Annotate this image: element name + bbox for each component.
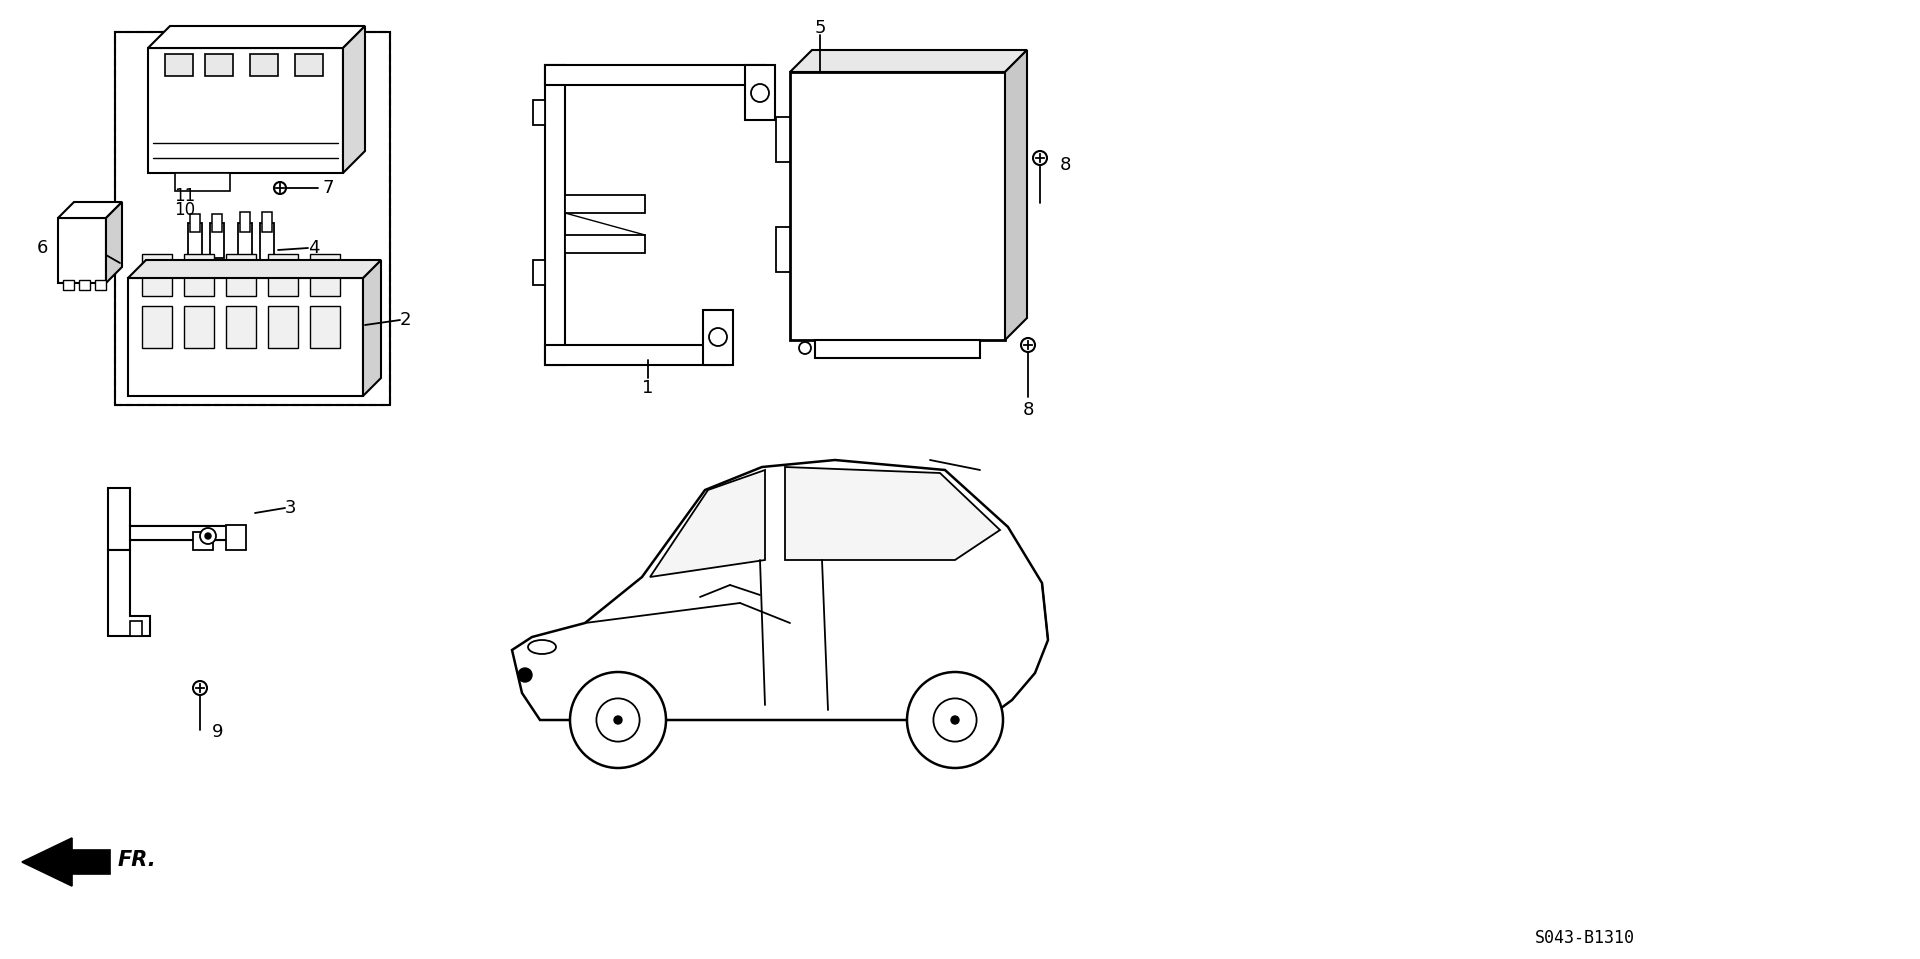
Bar [142, 254, 173, 296]
Circle shape [570, 672, 666, 768]
Text: 7: 7 [323, 179, 334, 197]
Polygon shape [344, 26, 365, 173]
Circle shape [597, 698, 639, 741]
Circle shape [200, 528, 215, 544]
Polygon shape [703, 310, 733, 365]
Polygon shape [745, 65, 776, 120]
Polygon shape [106, 202, 123, 283]
Text: 8: 8 [1060, 156, 1071, 174]
Text: 5: 5 [814, 19, 826, 37]
Polygon shape [545, 345, 726, 365]
Polygon shape [564, 195, 645, 213]
Bar [814, 340, 979, 358]
Circle shape [205, 533, 211, 539]
Bar [148, 48, 344, 173]
Bar [227, 525, 246, 550]
Bar [205, 54, 232, 76]
Bar [269, 254, 298, 296]
Bar [309, 254, 340, 296]
Circle shape [799, 342, 810, 354]
Circle shape [614, 716, 622, 724]
Bar [190, 214, 200, 232]
Bar [227, 306, 255, 348]
Polygon shape [21, 838, 109, 886]
Polygon shape [108, 550, 150, 636]
Circle shape [751, 84, 770, 102]
Polygon shape [785, 467, 1000, 560]
Ellipse shape [528, 640, 557, 654]
Bar [194, 532, 213, 550]
Bar [534, 260, 545, 285]
Bar [129, 278, 363, 396]
Text: FR.: FR. [117, 850, 157, 870]
Circle shape [1021, 338, 1035, 352]
Polygon shape [651, 470, 764, 577]
Polygon shape [148, 26, 365, 48]
Bar [165, 54, 194, 76]
Bar [261, 212, 273, 232]
Bar [776, 227, 789, 272]
Text: 2: 2 [399, 311, 411, 329]
Bar [296, 54, 323, 76]
Bar [175, 173, 230, 191]
Polygon shape [789, 50, 1027, 72]
Bar [211, 214, 223, 232]
Polygon shape [129, 260, 380, 278]
Polygon shape [1004, 50, 1027, 340]
Bar [250, 54, 278, 76]
Bar [240, 212, 250, 232]
Bar [184, 254, 213, 296]
Text: 6: 6 [36, 239, 48, 257]
Circle shape [1033, 151, 1046, 165]
Text: S043-B1310: S043-B1310 [1534, 929, 1636, 947]
Circle shape [708, 328, 728, 346]
Polygon shape [58, 202, 123, 218]
Bar [184, 306, 213, 348]
Circle shape [906, 672, 1002, 768]
Bar [188, 223, 202, 258]
Bar [115, 32, 390, 405]
Bar [79, 280, 90, 290]
Text: 1: 1 [643, 379, 653, 397]
Bar [789, 72, 1004, 340]
Polygon shape [545, 65, 564, 365]
Text: 3: 3 [284, 499, 296, 517]
Bar [238, 223, 252, 268]
Bar [115, 32, 390, 405]
Bar [269, 306, 298, 348]
Circle shape [275, 182, 286, 194]
Bar [131, 621, 142, 636]
Text: 4: 4 [309, 239, 321, 257]
Circle shape [933, 698, 977, 741]
Polygon shape [108, 488, 244, 550]
Bar [309, 306, 340, 348]
Polygon shape [513, 460, 1048, 720]
Text: 10: 10 [175, 201, 196, 219]
Bar [63, 280, 75, 290]
Bar [94, 280, 106, 290]
Text: 11: 11 [175, 187, 196, 205]
Polygon shape [545, 65, 764, 85]
Bar [227, 254, 255, 296]
Circle shape [950, 716, 958, 724]
Polygon shape [363, 260, 380, 396]
Polygon shape [564, 235, 645, 253]
Polygon shape [131, 526, 244, 540]
Bar [142, 306, 173, 348]
Circle shape [194, 681, 207, 695]
Text: 8: 8 [1021, 401, 1033, 419]
Bar [58, 218, 106, 283]
Bar [776, 117, 789, 162]
Circle shape [518, 668, 532, 682]
Text: 9: 9 [213, 723, 225, 741]
Bar [534, 100, 545, 125]
Bar [209, 223, 225, 258]
Bar [259, 223, 275, 268]
